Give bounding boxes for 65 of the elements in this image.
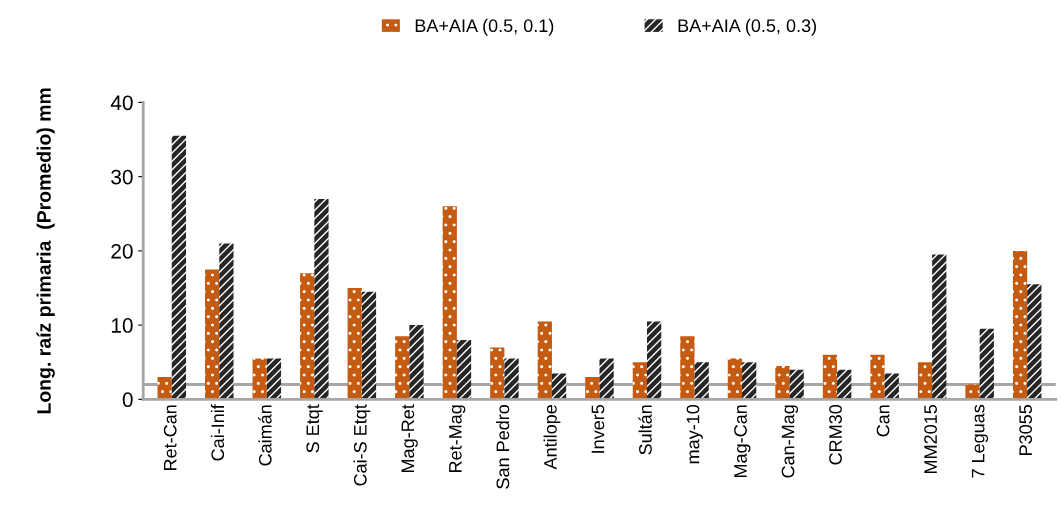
- bar: [979, 328, 994, 400]
- bar: [252, 358, 267, 400]
- bar: [680, 336, 695, 400]
- x-tick-label: San Pedro: [496, 404, 510, 489]
- x-tick-label: 7 Leguas: [971, 404, 989, 478]
- bar: [585, 377, 600, 400]
- bar: [157, 377, 172, 400]
- x-tick-label: Sultán: [638, 405, 652, 455]
- bar: [219, 243, 234, 400]
- bar: [694, 362, 709, 400]
- y-tick-label: 10: [111, 318, 133, 333]
- bar: [1027, 284, 1042, 400]
- x-tick-label: MM2015: [924, 404, 937, 473]
- bar: [727, 358, 743, 400]
- bar: [1012, 250, 1028, 400]
- y-tick-label: 0: [122, 392, 133, 408]
- bar: [632, 362, 647, 400]
- x-tick-label: Mag-Can: [734, 405, 751, 477]
- bar: [266, 358, 282, 400]
- legend-label: BA+AIA (0.5, 0.3): [678, 18, 816, 36]
- bar: [646, 321, 662, 400]
- bar: [456, 339, 472, 400]
- x-tick-label: Caimán: [258, 405, 272, 466]
- x-tick-label: Cai-Inif: [210, 404, 225, 461]
- bar: [837, 369, 852, 400]
- y-axis-title: Long. raíz primaria (Promedio) mm: [36, 88, 55, 414]
- bar: [932, 254, 947, 400]
- bar: [171, 135, 187, 400]
- bar: [537, 321, 552, 400]
- bar: [347, 288, 362, 400]
- x-tick-label: Mag-Ret: [401, 404, 418, 472]
- x-tick-label: P3055: [1019, 404, 1033, 455]
- bar: [917, 362, 933, 400]
- bar: [300, 273, 315, 400]
- x-tick-label: Ret-Mag: [449, 405, 466, 472]
- x-tick-label: CRM30: [829, 404, 842, 465]
- bar: [870, 354, 885, 400]
- bar: [884, 373, 899, 400]
- x-tick-label: Can: [876, 405, 890, 437]
- bar: [599, 358, 614, 400]
- x-tick-label: may-10: [686, 404, 703, 464]
- x-tick-label: Ret-Can: [163, 405, 177, 470]
- bar: [789, 369, 804, 400]
- bar: [965, 384, 980, 400]
- bar: [395, 336, 410, 400]
- x-tick-label: Antilope: [543, 405, 561, 470]
- x-tick-label: Can-Mag: [781, 405, 798, 478]
- bar: [205, 269, 220, 400]
- bar: [504, 358, 519, 400]
- bar: [551, 373, 567, 400]
- bar: [361, 291, 377, 400]
- bar: [314, 198, 329, 400]
- legend-label: BA+AIA (0.5, 0.1): [415, 18, 554, 36]
- bar: [775, 365, 790, 400]
- bar: [490, 347, 505, 400]
- bar: [442, 206, 457, 400]
- y-tick-label: 40: [110, 95, 133, 111]
- x-tick-label: S Etqt: [306, 404, 323, 453]
- bar: [409, 325, 424, 400]
- x-tick-label: Cai-S Etqt: [353, 404, 371, 486]
- y-tick-label: 30: [111, 169, 133, 185]
- bar: [742, 362, 757, 400]
- bar: [822, 354, 838, 400]
- y-tick-label: 20: [111, 243, 133, 259]
- x-tick-label: Inver5: [591, 404, 605, 453]
